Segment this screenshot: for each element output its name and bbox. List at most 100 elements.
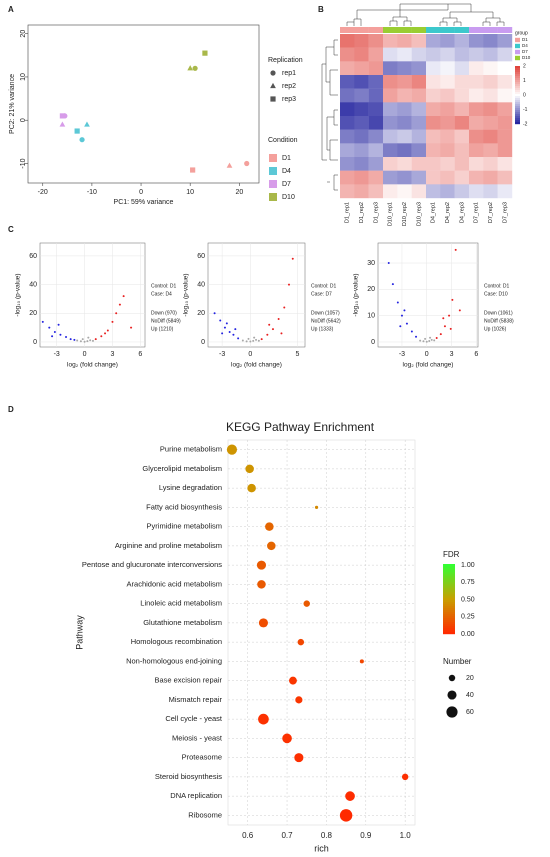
volcano-point (387, 262, 390, 265)
y-tick-label: Arginine and proline metabolism (115, 541, 222, 550)
group-bar (354, 27, 369, 33)
volcano-point (79, 340, 82, 343)
colorbar-label: 0.75 (461, 579, 475, 586)
heatmap-cell (397, 47, 412, 62)
volcano-point (287, 283, 290, 286)
heatmap-cell (497, 34, 513, 48)
x-tick-label: -10 (87, 189, 97, 196)
heatmap-cell (354, 34, 369, 48)
heatmap-cell (454, 116, 470, 130)
heatmap-cell (440, 143, 455, 158)
x-tick-label: 3 (111, 351, 115, 358)
heatmap-cell (397, 157, 412, 171)
heatmap-cell (368, 184, 384, 199)
enrichment-dot (359, 659, 364, 664)
pca-point (190, 167, 196, 173)
size-legend-dot (447, 690, 457, 700)
colorbar-step (443, 620, 455, 623)
heatmap-cell (397, 75, 412, 89)
y-axis-label: -log₁₀ (p-value) (15, 273, 22, 316)
colorbar-step (443, 578, 455, 581)
heatmap-cell (469, 170, 484, 185)
volcano-point (458, 309, 461, 312)
volcano-point (237, 337, 240, 340)
pca-point (74, 128, 80, 134)
volcano-point (442, 317, 445, 320)
x-tick-label: 0.8 (321, 831, 333, 840)
heatmap-cell (354, 116, 369, 130)
volcano-point (443, 325, 446, 328)
volcano-point (422, 340, 425, 343)
volcano-point (245, 340, 248, 343)
heatmap-cell (340, 47, 355, 62)
legend-title: Number (443, 657, 472, 666)
y-tick-label: Steroid biosynthesis (155, 772, 222, 781)
heatmap-cell (368, 129, 384, 144)
legend-label: rep1 (282, 70, 296, 77)
panel-label: B (318, 5, 324, 14)
volcano-point (277, 318, 280, 321)
pca-point (244, 160, 250, 167)
volcano-point (234, 328, 237, 331)
legend-label: rep3 (282, 96, 296, 103)
heatmap-cell (368, 170, 384, 185)
colorbar-step (443, 630, 455, 633)
heatmap-cell (497, 88, 513, 103)
heatmap-cell (354, 88, 369, 103)
column-label: D10_rep1 (388, 202, 394, 226)
y-axis-label: -log₁₀ (p-value) (183, 273, 190, 316)
colorbar-step (443, 600, 455, 603)
volcano-point (48, 326, 51, 329)
colorbar-step (515, 68, 520, 71)
legend-case: Case: D10 (484, 291, 508, 297)
volcano-point (405, 322, 408, 325)
x-tick-label: 6 (138, 351, 142, 358)
volcano-point (115, 312, 118, 315)
heatmap-cell (497, 75, 513, 89)
heatmap-cell (483, 34, 498, 48)
heatmap-cell (426, 129, 441, 144)
heatmap-cell (469, 34, 484, 48)
x-tick-label: -20 (38, 189, 48, 196)
colorbar-step (443, 608, 455, 611)
colorbar-step (515, 66, 520, 69)
y-tick-label: Arachidonic acid metabolism (127, 579, 222, 588)
volcano-point (111, 320, 114, 323)
colorbar-step (515, 100, 520, 103)
volcano-point (69, 338, 72, 341)
legend-label: D1 (522, 37, 528, 42)
enrichment-dot (282, 733, 292, 744)
y-tick-label: 40 (197, 281, 205, 288)
x-tick-label: 20 (235, 189, 243, 196)
heatmap-cell (383, 184, 398, 199)
group-bar (411, 27, 427, 33)
column-label: D4_rep3 (459, 202, 465, 223)
colorbar-step (443, 612, 455, 615)
colorbar-step (443, 628, 455, 631)
volcano-point (65, 335, 68, 338)
heatmap-cell (497, 102, 513, 117)
colorbar-step (515, 106, 520, 109)
group-bar (397, 27, 412, 33)
heatmap-cell (340, 143, 355, 158)
volcano-point (255, 338, 258, 341)
column-label: D4_rep2 (445, 202, 451, 223)
heatmap-cell (426, 75, 441, 89)
heatmap-cell (454, 184, 470, 199)
colorbar-step (443, 614, 455, 617)
volcano-point (291, 257, 294, 260)
heatmap-cell (440, 47, 455, 62)
colorbar-step (443, 580, 455, 583)
legend-control: Control: D1 (311, 283, 337, 289)
volcano-point (271, 328, 274, 331)
heatmap-cell (354, 61, 369, 76)
y-tick-label: Cell cycle - yeast (165, 714, 223, 723)
enrichment-dot (256, 560, 267, 570)
y-tick-label: 30 (367, 260, 375, 267)
column-label: D7_rep2 (488, 202, 494, 223)
heatmap-cell (440, 116, 455, 130)
colorbar-step (515, 94, 520, 97)
colorbar-step (443, 604, 455, 607)
legend-shape (270, 82, 276, 89)
heatmap-cell (454, 34, 470, 48)
